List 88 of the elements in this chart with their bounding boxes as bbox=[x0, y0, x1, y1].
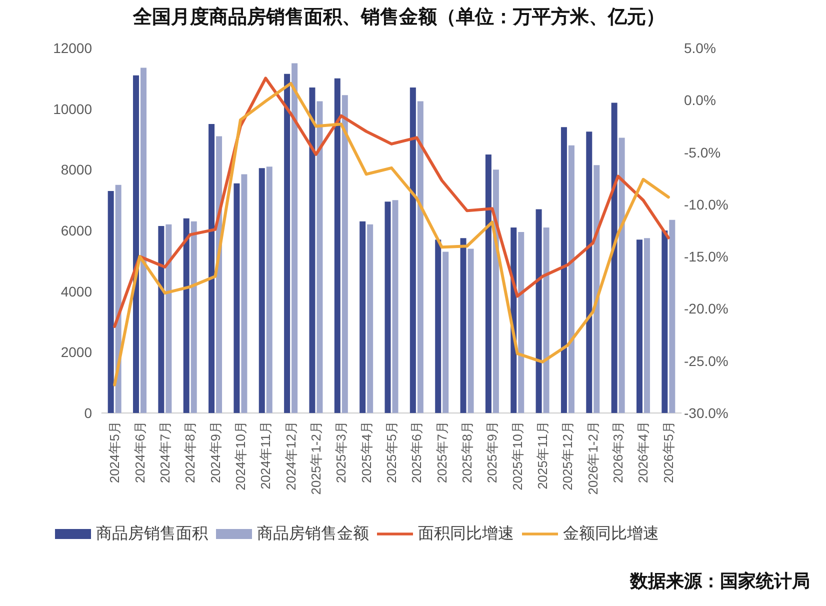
x-tick-label: 2024年7月 bbox=[157, 421, 172, 484]
bar bbox=[133, 75, 140, 413]
bar bbox=[410, 88, 416, 413]
bar bbox=[334, 78, 340, 413]
bar bbox=[417, 101, 424, 413]
chart-title: 全国月度商品房销售面积、销售金额（单位：万平方米、亿元） bbox=[132, 6, 665, 28]
legend-label: 商品房销售面积 bbox=[96, 524, 208, 542]
bar bbox=[435, 240, 442, 413]
y2-tick-label: -10.0% bbox=[684, 196, 728, 212]
x-tick-label: 2026年4月 bbox=[636, 421, 651, 484]
bar bbox=[208, 124, 215, 413]
x-tick-label: 2024年8月 bbox=[182, 421, 198, 484]
bar bbox=[292, 63, 298, 413]
x-tick-label: 2025年11月 bbox=[535, 421, 550, 490]
y2-tick-label: -5.0% bbox=[684, 144, 721, 160]
y2-tick-label: -20.0% bbox=[684, 300, 728, 317]
bar bbox=[140, 68, 147, 413]
line-series bbox=[113, 82, 670, 386]
bar bbox=[636, 240, 642, 413]
x-tick-label: 2024年11月 bbox=[258, 421, 274, 490]
x-tick-label: 2025年6月 bbox=[409, 421, 424, 484]
bar bbox=[309, 88, 316, 413]
y-tick-label: 12000 bbox=[53, 40, 92, 56]
x-tick-label: 2024年10月 bbox=[232, 421, 248, 490]
x-tick-label: 2025年7月 bbox=[434, 421, 450, 484]
legend-label: 面积同比增速 bbox=[418, 524, 514, 542]
x-tick-label: 2025年12月 bbox=[560, 421, 576, 490]
bar bbox=[662, 230, 668, 413]
line-series bbox=[113, 76, 670, 328]
x-tick-label: 2026年1-2月 bbox=[585, 421, 600, 495]
x-tick-label: 2024年5月 bbox=[107, 421, 122, 484]
x-tick-label: 2024年12月 bbox=[283, 421, 298, 490]
bar bbox=[234, 183, 240, 413]
x-tick-label: 2024年9月 bbox=[208, 421, 223, 484]
bar bbox=[284, 74, 290, 413]
y-tick-label: 10000 bbox=[53, 100, 92, 117]
bar bbox=[108, 190, 114, 413]
bar bbox=[392, 200, 398, 413]
bar bbox=[360, 221, 366, 413]
bar bbox=[266, 166, 272, 413]
bar bbox=[586, 132, 592, 413]
bar bbox=[442, 252, 449, 413]
bar bbox=[485, 154, 492, 413]
bar bbox=[518, 232, 524, 413]
x-tick-label: 2025年3月 bbox=[334, 421, 349, 484]
y2-tick-label: -15.0% bbox=[684, 248, 728, 265]
y-tick-label: 6000 bbox=[60, 222, 92, 238]
bar bbox=[460, 238, 466, 413]
bar bbox=[241, 174, 248, 413]
x-tick-label: 2025年8月 bbox=[460, 421, 475, 484]
bar bbox=[611, 102, 618, 413]
bar bbox=[644, 238, 650, 413]
x-tick-label: 2025年9月 bbox=[484, 421, 500, 484]
x-tick-label: 2025年4月 bbox=[358, 421, 374, 484]
y2-tick-label: -25.0% bbox=[684, 352, 728, 369]
bar bbox=[568, 145, 574, 413]
y2-tick-label: -30.0% bbox=[684, 405, 728, 421]
bar bbox=[669, 220, 676, 413]
bar bbox=[166, 224, 172, 413]
y-tick-label: 8000 bbox=[60, 162, 92, 178]
x-tick-label: 2026年5月 bbox=[660, 421, 676, 484]
y-tick-label: 0 bbox=[84, 405, 92, 421]
bar bbox=[183, 218, 190, 413]
bar bbox=[543, 227, 550, 413]
bar bbox=[384, 202, 391, 413]
bar bbox=[342, 95, 348, 413]
source-note: 数据来源：国家统计局 bbox=[629, 571, 810, 591]
bar bbox=[258, 168, 265, 413]
x-tick-label: 2025年1-2月 bbox=[308, 421, 324, 495]
legend-label: 金额同比增速 bbox=[563, 524, 659, 542]
bar bbox=[190, 221, 197, 413]
bar bbox=[468, 248, 474, 413]
bar bbox=[618, 138, 625, 413]
x-tick-label: 2025年10月 bbox=[510, 421, 525, 490]
bar bbox=[367, 224, 374, 413]
bar bbox=[316, 101, 323, 413]
x-tick-label: 2024年6月 bbox=[132, 421, 148, 484]
legend-label: 商品房销售金额 bbox=[257, 524, 369, 542]
y2-tick-label: 5.0% bbox=[684, 40, 716, 56]
y-tick-label: 4000 bbox=[60, 283, 92, 300]
y-tick-label: 2000 bbox=[60, 344, 92, 360]
bar bbox=[594, 165, 600, 413]
bar bbox=[536, 209, 542, 413]
x-tick-label: 2026年3月 bbox=[610, 421, 626, 484]
bar bbox=[158, 226, 164, 413]
y2-tick-label: 0.0% bbox=[684, 92, 716, 108]
bar bbox=[560, 127, 567, 413]
x-tick-label: 2025年5月 bbox=[384, 421, 399, 484]
